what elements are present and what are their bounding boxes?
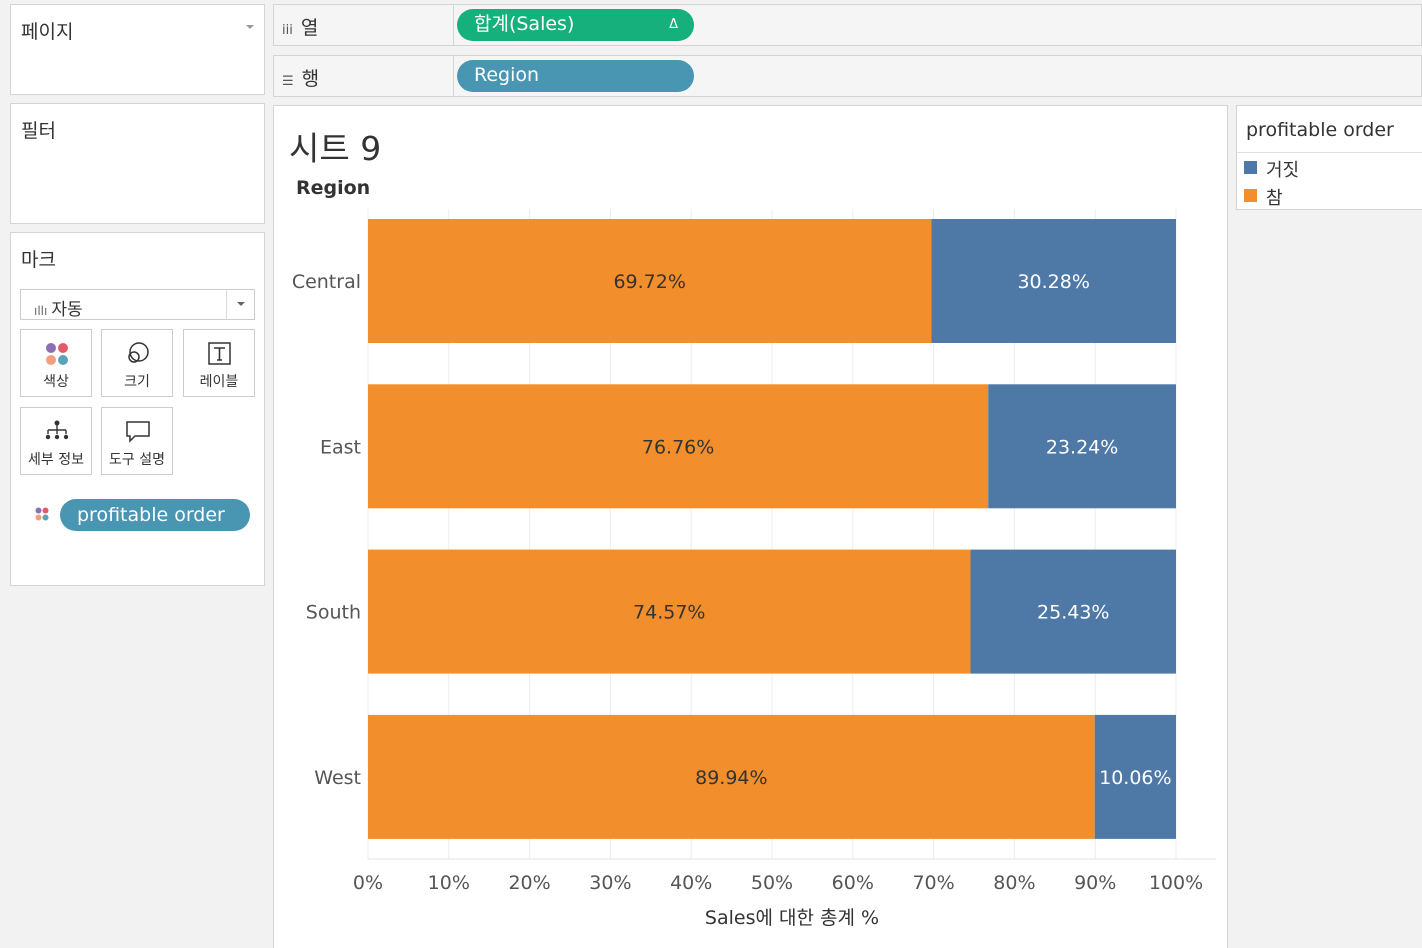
marks-panel: 마크 ıllı 자동 색상 크기 레이블 세부 정보 [10,232,265,586]
legend-swatch-true [1244,189,1257,202]
color-dots-icon [35,507,49,521]
pages-panel[interactable]: 페이지 [10,4,265,95]
legend-swatch-false [1244,161,1257,174]
color-legend: profitable order 거짓 참 [1236,105,1422,210]
size-icon [128,342,149,363]
category-label: South [306,602,361,624]
bar-segment[interactable] [368,549,971,674]
bar-segment[interactable] [368,384,989,509]
filters-panel[interactable]: 필터 [10,103,265,224]
region-pill[interactable]: Region [457,60,694,92]
data-label: 30.28% [1017,271,1089,293]
x-tick-label: 20% [508,872,550,894]
sum-sales-pill[interactable]: 합계(Sales) Δ [457,9,694,41]
label-button[interactable]: 레이블 [183,329,255,397]
text-label-icon [208,342,231,365]
shelf-divider [453,56,454,96]
category-label: Central [292,271,361,293]
data-label: 76.76% [642,436,714,458]
rows-shelf[interactable]: ☰ 행 Region [273,55,1422,97]
shelf-divider [453,5,454,45]
worksheet-view[interactable]: 시트 9 Region Central 69.72% 30.28% East 76.76%… [273,105,1228,948]
marks-title: 마크 [21,249,56,271]
data-label: 69.72% [613,271,685,293]
x-tick-label: 80% [993,872,1035,894]
filters-title: 필터 [21,120,56,142]
profitable-order-pill[interactable]: profitable order [60,499,250,531]
data-label: 10.06% [1099,767,1171,789]
stacked-bar-chart[interactable]: Region Central 69.72% 30.28% East 76.76% 23.24… [274,106,1229,948]
category-label: West [314,767,361,789]
pages-title: 페이지 [21,21,74,43]
x-tick-label: 0% [353,872,383,894]
columns-shelf[interactable]: iii 열 합계(Sales) Δ [273,4,1422,46]
row-header: Region [296,177,370,199]
category-label: East [320,436,361,458]
data-label: 23.24% [1046,436,1118,458]
bar-segment[interactable] [931,219,1176,343]
x-tick-label: 90% [1074,872,1116,894]
mark-type-select[interactable]: ıllı 자동 [20,289,255,320]
legend-title: profitable order [1246,119,1394,141]
detail-button[interactable]: 세부 정보 [20,407,92,475]
sheet-title: 시트 9 [289,129,382,168]
chevron-down-icon[interactable] [226,290,254,319]
bar-segment[interactable] [368,219,932,343]
size-button[interactable]: 크기 [101,329,173,397]
data-label: 25.43% [1037,602,1109,624]
chevron-down-icon[interactable] [246,25,254,29]
color-dots-icon [46,343,68,365]
rows-shelf-label: ☰ 행 [282,68,320,90]
columns-icon: iii [282,23,293,38]
table-calc-delta-icon: Δ [669,17,678,32]
tooltip-bubble-icon [126,421,150,443]
data-label: 89.94% [695,767,767,789]
rows-icon: ☰ [282,74,294,89]
x-tick-label: 60% [832,872,874,894]
x-tick-label: 40% [670,872,712,894]
tooltip-button[interactable]: 도구 설명 [101,407,173,475]
color-button[interactable]: 색상 [20,329,92,397]
bar-segment[interactable] [1094,714,1176,839]
columns-shelf-label: iii 열 [282,17,319,39]
x-tick-label: 70% [912,872,954,894]
bar-chart-icon: ıllı [34,304,48,318]
bar-segment[interactable] [368,714,1095,839]
data-label: 74.57% [633,602,705,624]
detail-hierarchy-icon [45,420,69,440]
legend-divider [1237,152,1422,153]
x-tick-label: 50% [751,872,793,894]
x-axis-title: Sales에 대한 총계 % [705,907,879,929]
bar-segment[interactable] [970,549,1176,674]
x-tick-label: 100% [1149,872,1203,894]
x-tick-label: 10% [428,872,470,894]
x-tick-label: 30% [589,872,631,894]
bar-segment[interactable] [988,384,1176,509]
